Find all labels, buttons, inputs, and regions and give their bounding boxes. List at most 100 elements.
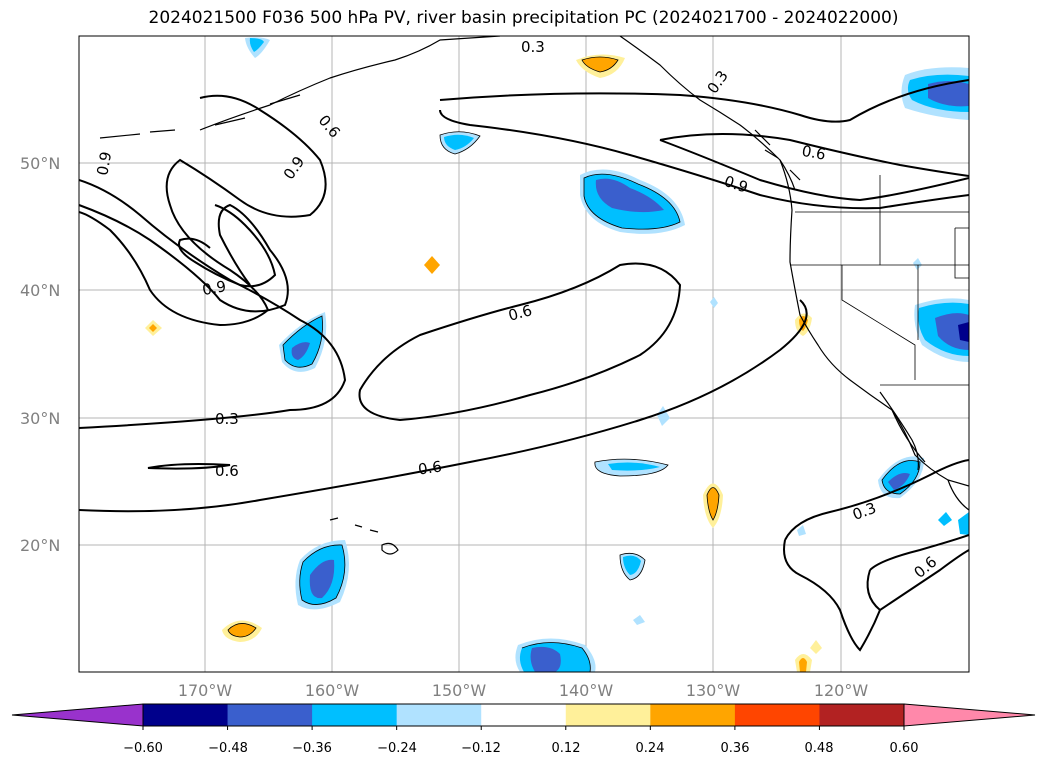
precip-blob <box>309 559 335 599</box>
precip-blob <box>928 81 969 107</box>
colorbar-segment <box>227 704 313 726</box>
lon-label: 130°W <box>686 681 741 700</box>
lon-label: 140°W <box>559 681 614 700</box>
precip-outline <box>619 552 646 581</box>
colorbar-segment <box>481 704 567 726</box>
precip-blob <box>938 512 952 526</box>
pv-contour <box>659 133 969 177</box>
precip-blob <box>958 512 969 535</box>
pv-contour <box>439 109 969 210</box>
precip-blob <box>797 525 806 536</box>
colorbar-segment <box>396 704 482 726</box>
precip-blob <box>710 297 718 308</box>
colorbar-tick-label: −0.12 <box>461 741 501 756</box>
lon-label: 160°W <box>305 681 360 700</box>
contour-labels: 0.3 0.3 0.6 0.6 0.9 0.9 0.9 0.9 0.6 0.3 … <box>93 38 940 582</box>
precip-outline <box>439 131 481 155</box>
pv-contour <box>659 139 969 202</box>
precip-blob <box>291 342 310 360</box>
borders <box>790 175 969 386</box>
precip-outline <box>583 173 681 230</box>
contour-label: 0.6 <box>417 457 443 478</box>
precip-blob <box>707 487 719 520</box>
mexico-coast <box>947 479 969 511</box>
pv-contour <box>79 203 289 313</box>
border-line <box>841 265 916 380</box>
precip-blob <box>444 134 474 150</box>
precip-blob <box>888 473 910 490</box>
colorbar-segment <box>734 704 820 726</box>
precip-blob <box>657 406 670 426</box>
precip-blob <box>149 324 157 332</box>
precip-blob <box>608 462 660 471</box>
contour-label: 0.6 <box>800 142 827 164</box>
pv-contour <box>79 179 347 429</box>
map-background <box>79 36 969 672</box>
lon-label: 150°W <box>432 681 487 700</box>
precip-outline <box>594 458 669 477</box>
coastlines <box>99 36 969 555</box>
lon-label: 120°W <box>814 681 869 700</box>
precip-outlines <box>227 56 921 672</box>
map-frame <box>78 35 970 673</box>
colorbar-tick-label: 0.24 <box>636 741 665 756</box>
latitude-labels: 50°N 40°N 30°N 20°N <box>20 154 60 555</box>
precip-blob <box>228 623 256 637</box>
precip-blob <box>249 38 264 52</box>
contour-label: 0.9 <box>93 150 115 177</box>
precip-outline <box>581 56 619 73</box>
precip-outline <box>521 642 591 672</box>
bc-coast <box>779 159 969 487</box>
hawaii <box>329 517 399 555</box>
colorbar-extend-min <box>11 703 144 727</box>
border-line <box>954 227 969 279</box>
precip-blob <box>633 615 645 625</box>
precip-blob <box>424 256 440 274</box>
graticule <box>79 36 969 672</box>
colorbar-segment <box>819 704 905 726</box>
precip-blob <box>913 258 922 270</box>
alaska-coast <box>199 36 501 131</box>
precip-outline <box>299 544 346 605</box>
colorbar-segment <box>565 704 651 726</box>
pv-contour <box>439 79 969 123</box>
precip-outline <box>881 460 921 495</box>
colorbar-tick-label: 0.60 <box>890 741 919 756</box>
precip-outline <box>227 623 257 638</box>
precip-outline <box>706 487 720 521</box>
precip-blob <box>623 555 641 575</box>
contour-label: 0.6 <box>215 462 239 480</box>
precip-blob <box>810 640 822 654</box>
map-panel: 0.3 0.3 0.6 0.6 0.9 0.9 0.9 0.9 0.6 0.3 … <box>79 36 969 672</box>
alaska-islands <box>99 94 301 139</box>
pv-contour <box>147 463 231 470</box>
colorbar-segment <box>650 704 736 726</box>
colorbar-ticks: −0.60 −0.48 −0.36 −0.24 −0.12 0.12 0.24 … <box>123 741 918 756</box>
gulf-of-alaska-islands <box>754 129 801 181</box>
pv-contour <box>358 262 682 422</box>
colorbar-tick-label: 0.48 <box>805 741 834 756</box>
colorbar-segment <box>312 704 398 726</box>
colorbar <box>11 703 1036 730</box>
contour-label: 0.3 <box>521 38 545 56</box>
pv-contour <box>784 459 969 541</box>
lat-label: 40°N <box>20 281 60 300</box>
map-title: 2024021500 F036 500 hPa PV, river basin … <box>148 8 899 28</box>
pv-contour <box>79 299 808 513</box>
longitude-labels: 170°W 160°W 150°W 140°W 130°W 120°W <box>178 681 869 700</box>
colorbar-segment <box>143 704 229 726</box>
precip-blob <box>530 646 561 672</box>
contour-label: 0.3 <box>215 410 239 428</box>
colorbar-tick-label: 0.12 <box>552 741 581 756</box>
colorbar-frame <box>142 703 905 727</box>
pv-contour <box>869 534 969 571</box>
precip-blob <box>958 322 969 342</box>
contour-label: 0.6 <box>506 301 534 325</box>
pv-contour <box>866 569 881 611</box>
colorbar-tick-label: −0.36 <box>292 741 332 756</box>
pv-contour <box>783 539 969 652</box>
precip-blob <box>799 658 807 672</box>
colorbar-tick-label: −0.24 <box>377 741 417 756</box>
lat-label: 30°N <box>20 409 60 428</box>
